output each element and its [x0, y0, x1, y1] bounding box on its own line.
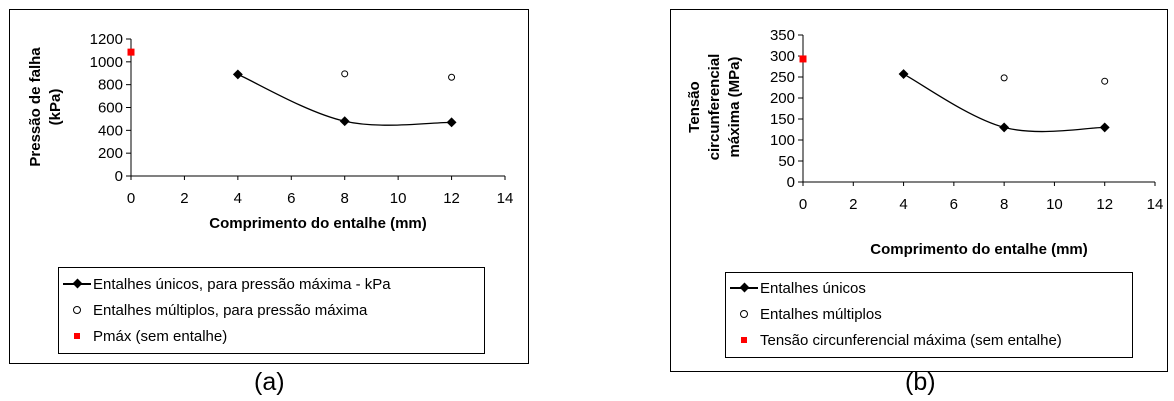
series-2-point	[799, 55, 807, 63]
diamond-line-icon	[726, 276, 760, 300]
legend-b-entry-single: Entalhes únicos	[726, 276, 866, 300]
series-2-point	[127, 48, 135, 56]
series-1-point	[448, 73, 456, 81]
series-0-point	[339, 116, 350, 127]
diamond-line-icon	[59, 272, 93, 296]
series-0-point	[898, 69, 909, 80]
x-tick-label: 2	[849, 196, 857, 213]
x-axis-label: Comprimento do entalhe (mm)	[209, 215, 427, 232]
series-1-point	[341, 70, 349, 78]
series-0-point	[446, 117, 457, 128]
x-tick-label: 14	[1147, 196, 1164, 213]
legend-b-label: Entalhes únicos	[760, 279, 866, 297]
x-tick-label: 4	[234, 190, 242, 207]
x-tick-label: 0	[799, 196, 807, 213]
y-tick-label: 800	[98, 77, 123, 94]
y-tick-label: 150	[770, 111, 795, 128]
caption-a: (a)	[254, 368, 285, 396]
y-tick-label: 1000	[90, 54, 123, 71]
legend-b: Entalhes únicos Entalhes múltiplos Tensã…	[725, 272, 1133, 358]
y-tick-label: 200	[98, 145, 123, 162]
legend-a-entry-single: Entalhes únicos, para pressão máxima - k…	[59, 272, 391, 296]
legend-a-entry-pmax: Pmáx (sem entalhe)	[59, 324, 227, 348]
y-tick-label: 0	[115, 168, 123, 185]
y-axis-label-line: Tensão	[686, 81, 703, 132]
legend-b-entry-multiple: Entalhes múltiplos	[726, 302, 882, 326]
y-tick-label: 250	[770, 69, 795, 86]
x-tick-label: 4	[899, 196, 907, 213]
x-tick-label: 14	[497, 190, 514, 207]
legend-a: Entalhes únicos, para pressão máxima - k…	[58, 267, 485, 354]
x-tick-label: 6	[950, 196, 958, 213]
x-tick-label: 10	[390, 190, 407, 207]
x-tick-label: 10	[1046, 196, 1063, 213]
y-axis-label-line: Pressão de falha	[27, 47, 44, 167]
series-1-point	[1000, 74, 1008, 82]
series-1-point	[1101, 77, 1109, 85]
y-tick-label: 50	[778, 153, 795, 170]
x-tick-label: 2	[180, 190, 188, 207]
y-tick-label: 100	[770, 132, 795, 149]
y-tick-label: 300	[770, 48, 795, 65]
x-axis-label: Comprimento do entalhe (mm)	[870, 241, 1088, 258]
x-tick-label: 0	[127, 190, 135, 207]
circle-marker-icon	[726, 302, 760, 326]
chart-panel-b: 0 50 100 150 200 250 300 350 0 2 4 6 8 10 12 14 Comprime…	[670, 9, 1168, 372]
x-tick-label: 8	[341, 190, 349, 207]
y-axis-label-line: circunferencial	[706, 54, 723, 161]
x-tick-label: 12	[1096, 196, 1113, 213]
y-tick-label: 400	[98, 122, 123, 139]
legend-b-entry-max: Tensão circunferencial máxima (sem ental…	[726, 328, 1062, 352]
y-tick-label: 600	[98, 100, 123, 117]
y-axis-label-line: (kPa)	[47, 89, 64, 126]
series-0-point	[999, 122, 1010, 133]
caption-b: (b)	[905, 368, 936, 396]
x-tick-label: 8	[1000, 196, 1008, 213]
legend-a-label: Entalhes múltiplos, para pressão máxima	[93, 301, 368, 319]
x-tick-label: 6	[287, 190, 295, 207]
legend-a-entry-multiple: Entalhes múltiplos, para pressão máxima	[59, 298, 367, 322]
legend-a-label: Entalhes únicos, para pressão máxima - k…	[93, 275, 391, 293]
y-tick-label: 0	[787, 174, 795, 191]
red-square-icon	[59, 324, 93, 348]
x-tick-label: 12	[443, 190, 460, 207]
legend-a-label: Pmáx (sem entalhe)	[93, 327, 228, 345]
legend-b-label: Tensão circunferencial máxima (sem ental…	[760, 331, 1062, 349]
y-tick-label: 200	[770, 90, 795, 107]
y-tick-label: 350	[770, 27, 795, 44]
chart-a-svg: 0 200 400 600 800 1000 1200 0 2 4 6 8 10 12 14 Comprime…	[27, 31, 514, 232]
red-square-icon	[726, 328, 760, 352]
series-0-point	[1099, 122, 1110, 133]
series-0-point	[232, 69, 243, 80]
chart-panel-a: 0 200 400 600 800 1000 1200 0 2 4 6 8 10 12 14 Comprime…	[9, 9, 529, 364]
y-axis-label-line: máxima (MPa)	[726, 57, 743, 158]
chart-b-svg: 0 50 100 150 200 250 300 350 0 2 4 6 8 10 12 14 Comprime…	[686, 27, 1164, 258]
legend-b-label: Entalhes múltiplos	[760, 305, 882, 323]
y-tick-label: 1200	[90, 31, 123, 48]
circle-marker-icon	[59, 298, 93, 322]
